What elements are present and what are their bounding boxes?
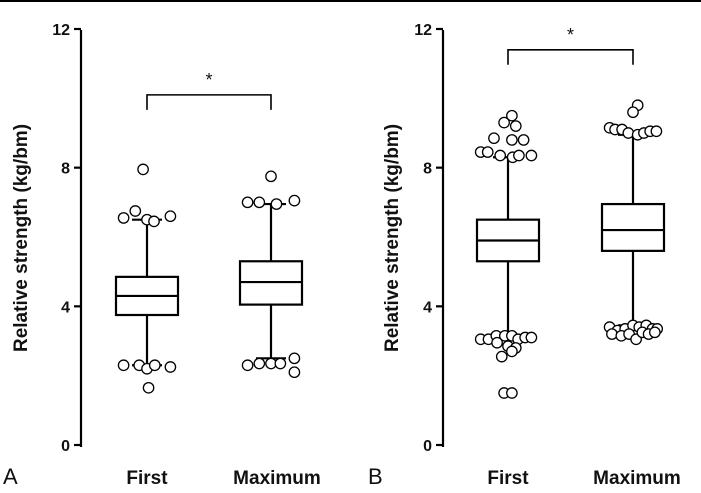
panel-letter-a: A [3,464,18,489]
boxes-b [474,99,666,399]
outlier-point-first-b [506,134,518,146]
outlier-point-first-b [495,350,508,363]
outlier-point-first-b [509,120,522,132]
significance-star-b: * [567,25,574,45]
outlier-point-first-b [506,387,518,399]
y-ticks-b: 0 4 8 12 [414,22,443,455]
outlier-point-first-b [517,134,530,146]
significance-bracket-b [507,49,634,65]
outlier-point-maximum-a [270,198,283,210]
outlier-point-maximum-a [265,170,277,183]
outlier-point-first-a [117,212,130,224]
outlier-point-first-b [498,116,510,129]
outlier-point-maximum-a [288,366,301,379]
outlier-point-maximum-a [253,196,266,209]
significance-b: * [507,25,634,65]
outlier-point-maximum-b [606,328,618,340]
outlier-point-maximum-a [288,352,301,365]
outlier-point-first-a [148,359,161,372]
outlier-point-first-b [525,331,538,344]
significance-a: * [146,70,272,110]
category-label-maximum-a: Maximum [233,468,321,489]
outlier-point-maximum-b [650,125,663,138]
y-tick-label-a: 0 [61,438,70,455]
panel-letter-b: B [368,464,383,489]
outlier-point-maximum-a [241,359,254,372]
y-axis-label-b: Relative strength (kg/bm) [382,124,403,352]
y-tick-label-b: 8 [423,161,432,178]
outlier-point-maximum-a [274,357,287,370]
outlier-point-first-b [513,149,525,162]
category-label-first-a: First [126,468,168,489]
outlier-point-first-b [506,345,518,358]
significance-bracket-a [146,94,272,110]
y-tick-label-b: 12 [414,22,432,39]
outlier-point-maximum-b [622,127,635,139]
y-tick-label-a: 8 [61,161,70,178]
y-tick-label-a: 12 [52,22,70,39]
outlier-point-first-b [494,149,507,162]
y-tick-label-b: 4 [423,299,432,316]
outlier-point-first-a [148,215,160,228]
outlier-point-first-a [137,163,149,176]
significance-star-a: * [205,70,212,90]
outlier-point-first-a [129,205,142,217]
outlier-point-maximum-a [288,194,301,207]
outlier-point-first-b [488,132,500,145]
category-label-maximum-b: Maximum [593,468,681,489]
outlier-point-maximum-b [627,106,639,119]
outlier-point-maximum-a [253,357,266,370]
outlier-point-maximum-b [648,326,661,339]
y-tick-label-a: 4 [61,299,70,316]
y-axis-label-a: Relative strength (kg/bm) [11,124,32,352]
outlier-point-first-a [164,210,177,223]
boxes-a [114,163,304,394]
y-ticks-a: 0 4 8 12 [52,22,81,455]
outlier-point-first-a [117,359,130,372]
outlier-point-first-b [506,109,518,122]
outlier-point-maximum-a [241,196,254,209]
category-label-first-b: First [487,468,529,489]
outlier-point-first-a [142,381,155,394]
outlier-point-first-b [481,146,494,158]
outlier-point-first-b [491,336,503,349]
y-tick-label-b: 0 [423,438,432,455]
box-maximum-b [600,202,666,252]
outlier-point-first-b [525,149,538,162]
outlier-point-first-a [164,361,177,373]
